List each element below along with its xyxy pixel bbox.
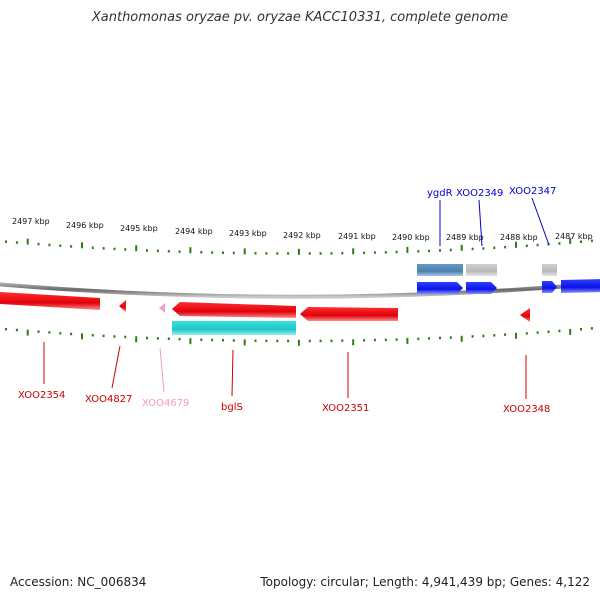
scale-labels: 2497 kbp 2496 kbp 2495 kbp 2494 kbp 2493… [12,217,593,242]
gene-XOO2354-red[interactable] [0,292,100,310]
scale-label: 2490 kbp [392,233,430,242]
scale-label: 2494 kbp [175,227,213,236]
gene-XOO4679-pink[interactable] [159,303,165,313]
gene-ygdR-upper[interactable] [417,264,463,276]
gene-ygdR-blue[interactable] [417,282,463,294]
scale-label: 2492 kbp [283,231,321,240]
outer-tick-row [5,237,593,255]
inner-tick-row [5,327,593,346]
reverse-genes [0,292,530,335]
gene-XOO2347-upper[interactable] [542,264,557,276]
gene-bglS-cyan[interactable] [172,321,296,335]
gene-XOO2349-blue[interactable] [466,282,497,294]
scale-label: 2495 kbp [120,224,158,233]
gene-labels: XOO2354 XOO4827 XOO4679 bglS XOO2351 XOO… [18,186,556,415]
scale-label: 2491 kbp [338,232,376,241]
gene-label-XOO4827[interactable]: XOO4827 [85,394,132,405]
scale-label: 2488 kbp [500,233,538,242]
gene-XOO2347-blue[interactable] [542,281,557,293]
gene-label-bglS[interactable]: bglS [221,402,243,413]
gene-label-XOO2351[interactable]: XOO2351 [322,403,369,414]
gene-right-blue[interactable] [561,279,600,293]
gene-label-XOO2347[interactable]: XOO2347 [509,186,556,197]
gene-XOO2351-red[interactable] [300,307,398,321]
gene-label-ygdR[interactable]: ygdR [427,188,453,199]
genome-backbone [0,281,600,299]
forward-genes [417,264,600,294]
scale-label: 2493 kbp [229,229,267,238]
gene-label-XOO2348[interactable]: XOO2348 [503,404,550,415]
gene-XOO4827-red[interactable] [119,300,126,312]
scale-label: 2487 kbp [555,232,593,241]
genome-summary-text: Topology: circular; Length: 4,941,439 bp… [260,575,590,589]
map-title: Xanthomonas oryzae pv. oryzae KACC10331,… [91,10,509,25]
label-leaders [43,197,550,399]
gene-label-XOO2354[interactable]: XOO2354 [18,390,65,401]
scale-label: 2489 kbp [446,233,484,242]
gene-XOO2349-upper[interactable] [466,264,497,276]
gene-label-XOO2349[interactable]: XOO2349 [456,188,503,199]
gene-bglS-red[interactable] [172,302,296,318]
scale-label: 2497 kbp [12,217,50,226]
gene-label-XOO4679[interactable]: XOO4679 [142,398,189,409]
gene-XOO2348-red[interactable] [520,308,530,322]
scale-label: 2496 kbp [66,221,104,230]
accession-text: Accession: NC_006834 [10,575,147,589]
